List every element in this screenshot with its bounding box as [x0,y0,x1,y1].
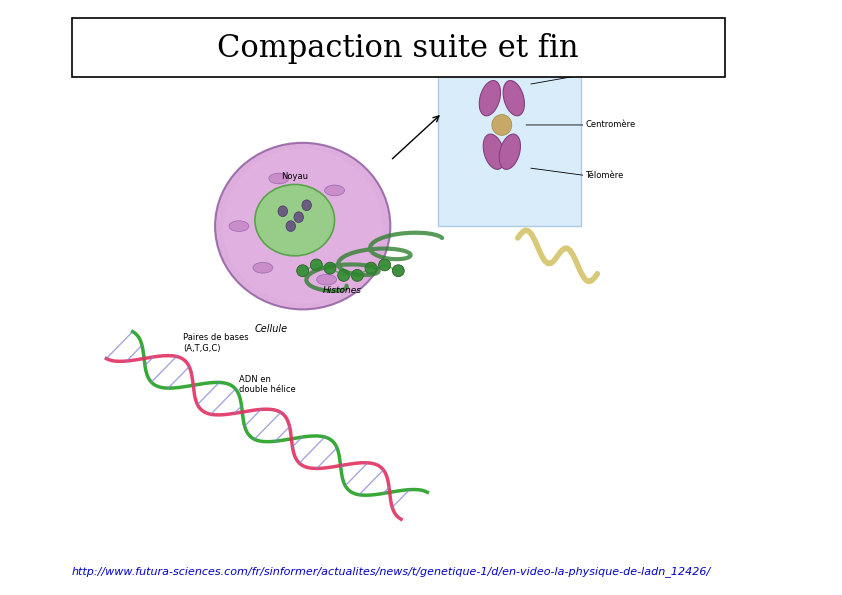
Ellipse shape [492,114,512,136]
Ellipse shape [504,80,525,116]
Ellipse shape [311,259,322,271]
Ellipse shape [286,221,296,231]
Text: http://www.futura-sciences.com/fr/sinformer/actualites/news/t/genetique-1/d/en-v: http://www.futura-sciences.com/fr/sinfor… [72,566,711,577]
Text: Cellule: Cellule [254,324,287,334]
FancyBboxPatch shape [438,65,582,226]
Ellipse shape [253,262,273,273]
Ellipse shape [392,265,404,277]
Text: Télomère: Télomère [585,70,624,79]
Ellipse shape [215,143,391,309]
Ellipse shape [278,206,288,217]
Text: Histones: Histones [323,286,362,295]
Text: Chromosome: Chromosome [494,52,565,62]
Ellipse shape [499,134,520,170]
Ellipse shape [365,262,377,274]
FancyBboxPatch shape [72,18,725,77]
Ellipse shape [229,221,249,231]
Ellipse shape [379,259,391,271]
Ellipse shape [324,262,336,274]
Ellipse shape [296,265,309,277]
Ellipse shape [338,270,349,281]
Text: Compaction suite et fin: Compaction suite et fin [217,33,579,64]
Text: Télomère: Télomère [585,171,624,180]
Text: Centromère: Centromère [585,120,636,130]
Ellipse shape [351,270,363,281]
Ellipse shape [483,134,504,170]
Ellipse shape [325,185,344,196]
Ellipse shape [302,200,312,211]
Ellipse shape [269,173,289,184]
Ellipse shape [479,80,500,116]
Ellipse shape [255,184,334,256]
Ellipse shape [294,212,303,223]
Text: Noyau: Noyau [281,173,308,181]
Ellipse shape [317,274,337,285]
Text: ADN en
double hélice: ADN en double hélice [239,375,296,394]
Text: Paires de bases
(A,T,G,C): Paires de bases (A,T,G,C) [184,333,249,353]
Ellipse shape [223,149,382,303]
